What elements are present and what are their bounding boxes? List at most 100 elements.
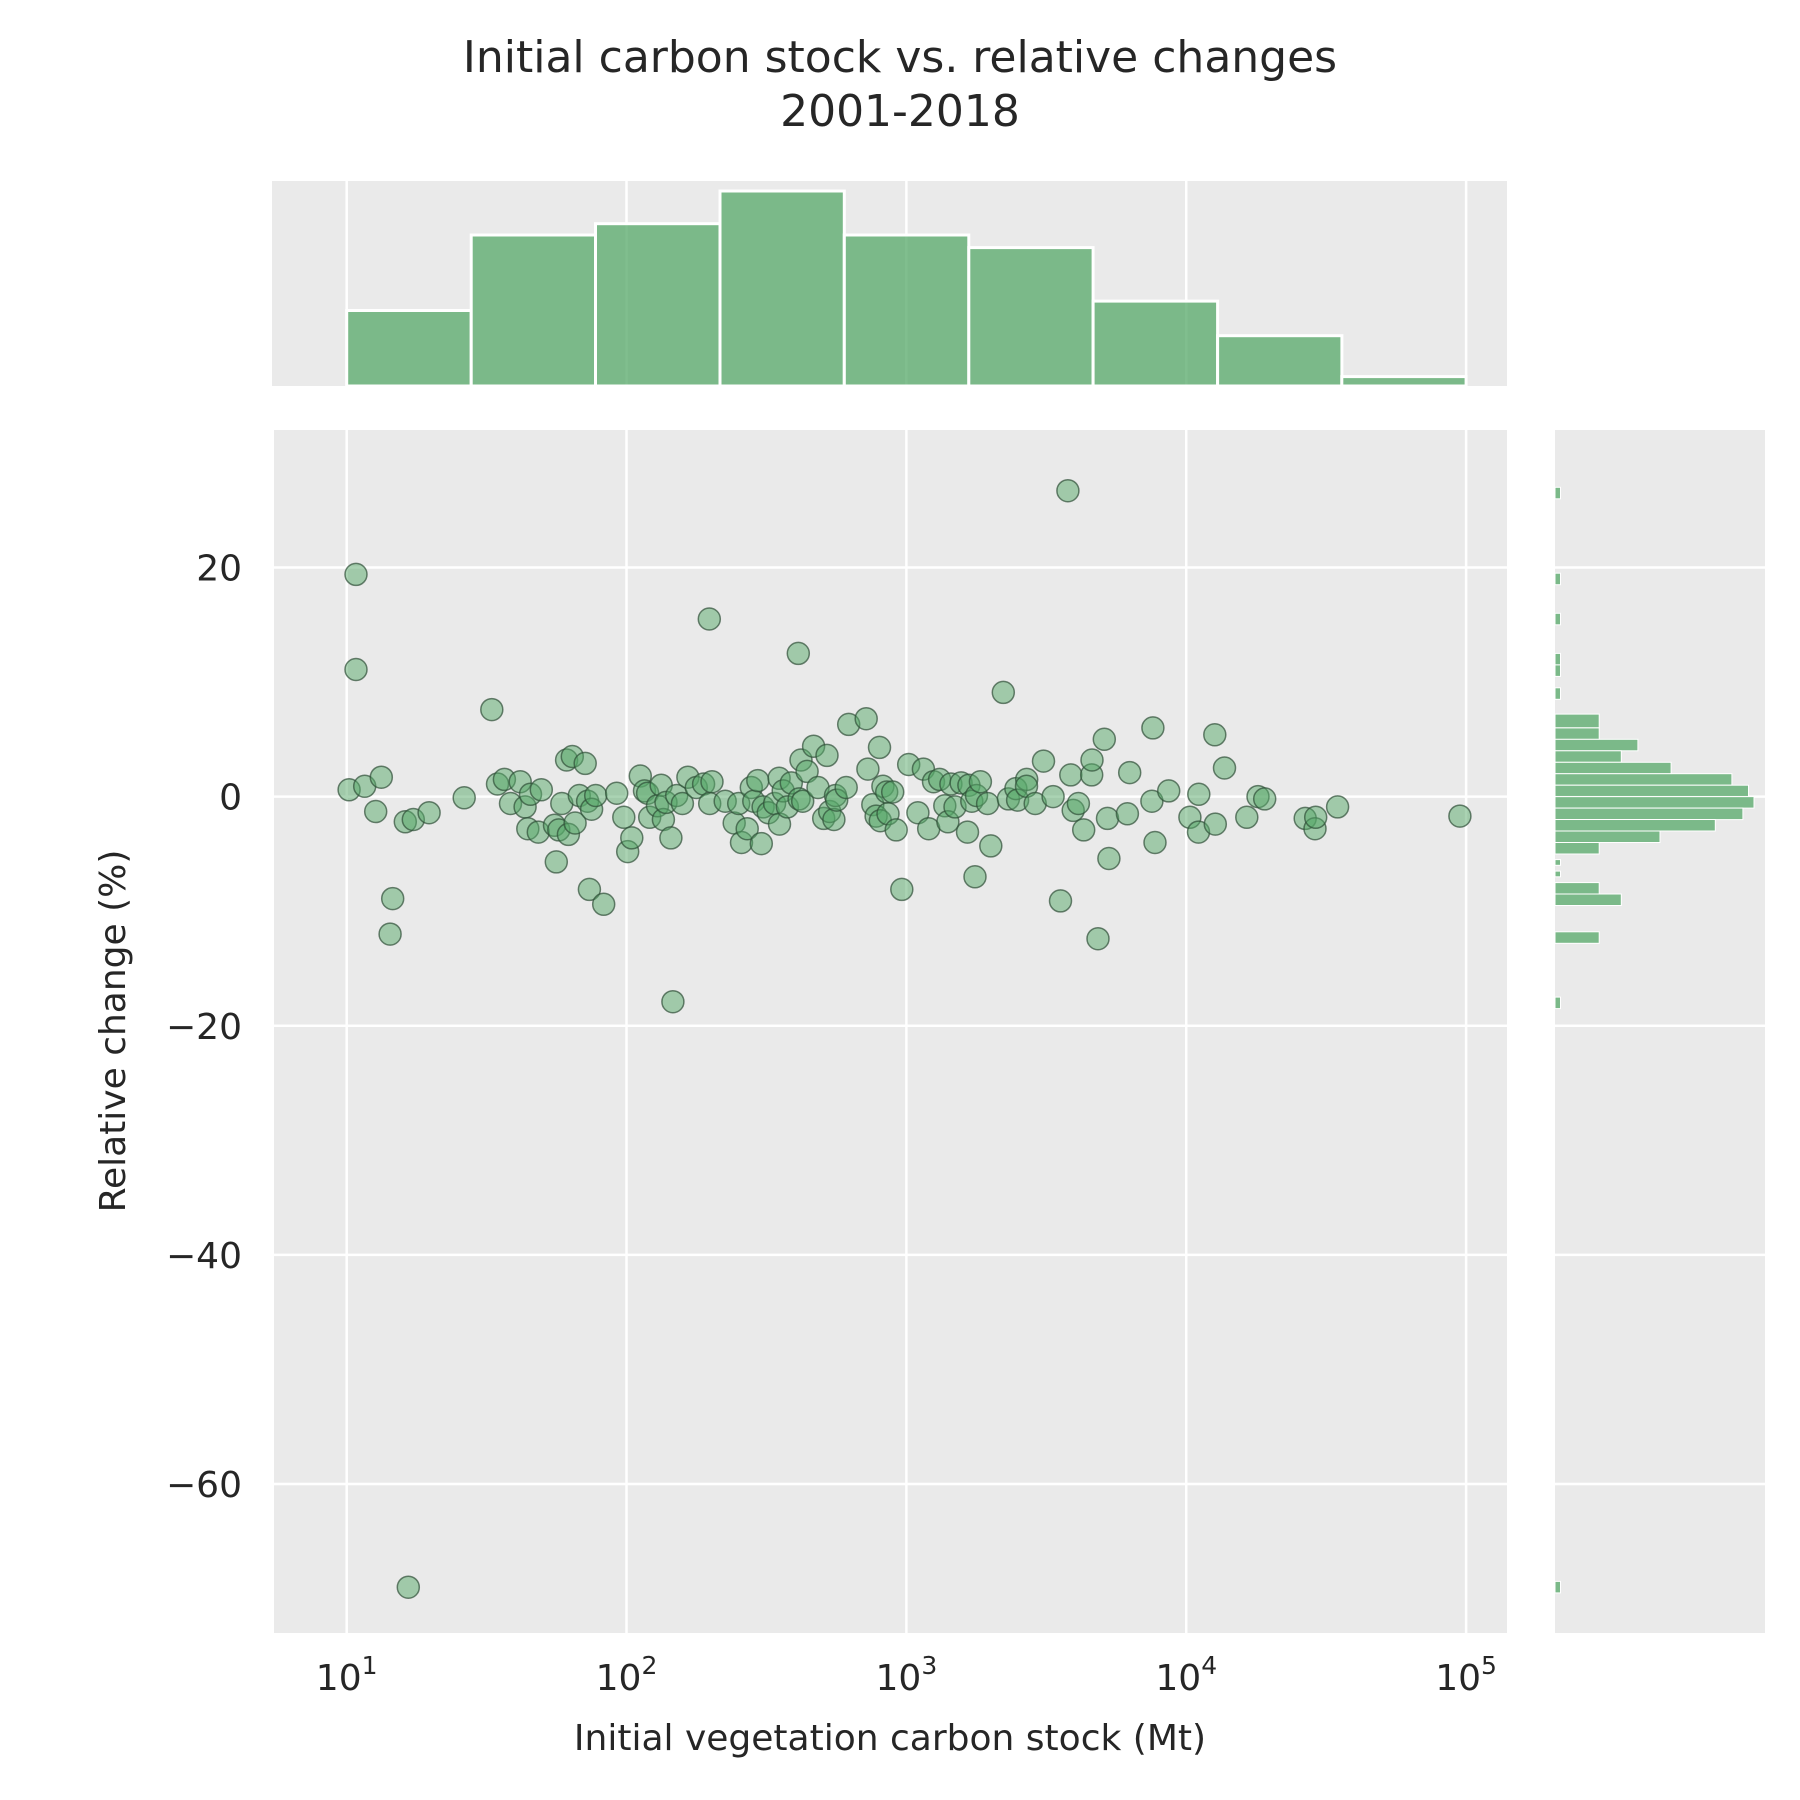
y-histogram-bar xyxy=(1554,931,1600,944)
y-histogram-bar xyxy=(1554,819,1716,832)
x-histogram-bar xyxy=(718,189,846,388)
scatter-point xyxy=(1235,805,1259,830)
scatter-point xyxy=(979,834,1003,858)
scatter-point xyxy=(1095,806,1120,831)
scatter-point xyxy=(1092,727,1117,752)
y-histogram-bar xyxy=(1554,727,1600,740)
scatter-point xyxy=(749,831,774,856)
x-tick-label: 104 xyxy=(1155,1651,1217,1699)
x-histogram-bar xyxy=(469,233,598,388)
scatter-points xyxy=(337,478,1472,1599)
y-tick-label: −60 xyxy=(166,1465,242,1506)
scatter-point xyxy=(344,562,368,587)
scatter-point xyxy=(697,607,722,631)
scatter-point xyxy=(834,775,858,800)
scatter-point xyxy=(735,816,759,841)
scatter-point xyxy=(670,791,695,816)
y-tick-labels: 20 0 −20 −40 −60 xyxy=(166,548,242,1506)
scatter-point xyxy=(1048,889,1073,913)
y-tick-label: 20 xyxy=(196,548,242,589)
scatter-point xyxy=(1041,784,1065,809)
scatter-point xyxy=(591,892,616,917)
scatter-point xyxy=(378,922,402,946)
scatter-point xyxy=(1212,756,1237,780)
x-tick-label: 103 xyxy=(876,1651,938,1699)
scatter-point xyxy=(1056,478,1080,503)
scatter-point xyxy=(452,786,476,810)
y-tick-label: −40 xyxy=(166,1236,242,1277)
scatter-panel xyxy=(274,430,1507,1633)
right-marginal-panel xyxy=(1555,430,1765,1633)
scatter-point xyxy=(890,877,914,902)
scatter-point xyxy=(822,807,846,832)
scatter-point xyxy=(1031,749,1056,773)
scatter-point xyxy=(968,769,993,794)
scatter-point xyxy=(906,800,930,825)
scatter-point xyxy=(955,820,980,844)
scatter-point xyxy=(1059,763,1083,787)
y-histogram-bar xyxy=(1554,612,1561,626)
scatter-point xyxy=(1303,805,1328,830)
scatter-point xyxy=(786,641,811,666)
x-histogram-bar xyxy=(967,246,1095,388)
y-histogram-bar xyxy=(1554,1580,1561,1594)
scatter-point xyxy=(344,657,368,682)
scatter-point xyxy=(1080,748,1104,772)
y-histogram-bar xyxy=(1554,784,1749,798)
scatter-point xyxy=(1187,782,1211,807)
scatter-point xyxy=(1252,787,1277,811)
scatter-point xyxy=(604,781,629,805)
chart-title: Initial carbon stock vs. relative change… xyxy=(463,32,1337,83)
x-axis-label: Initial vegetation carbon stock (Mt) xyxy=(574,1718,1206,1759)
x-histogram-bar xyxy=(1091,299,1220,388)
y-histogram-bar xyxy=(1554,738,1639,752)
scatter-point xyxy=(369,765,394,789)
scatter-point xyxy=(867,735,892,760)
y-histogram-bar xyxy=(1554,761,1672,775)
scatter-point xyxy=(573,751,597,776)
scatter-point xyxy=(884,818,908,842)
scatter-point xyxy=(746,768,770,793)
x-tick-label: 102 xyxy=(596,1651,658,1699)
scatter-point xyxy=(1097,846,1121,871)
y-histogram-bar xyxy=(1554,773,1733,786)
y-histogram-bar xyxy=(1554,713,1600,729)
x-histogram-bar xyxy=(1340,375,1468,388)
scatter-point xyxy=(975,791,1000,816)
scatter-point xyxy=(661,989,685,1014)
x-histogram-bar xyxy=(345,309,473,388)
y-tick-label: 0 xyxy=(219,778,242,819)
y-axis-label: Relative change (%) xyxy=(93,850,134,1213)
scatter-point xyxy=(363,799,388,824)
scatter-point xyxy=(1115,802,1140,826)
y-histogram-bar xyxy=(1554,750,1622,763)
chart-subtitle: 2001-2018 xyxy=(780,86,1020,137)
y-histogram-bar xyxy=(1554,996,1561,1010)
scatter-point xyxy=(1156,779,1181,803)
scatter-point xyxy=(790,789,815,813)
scatter-point xyxy=(380,886,405,911)
scatter-point xyxy=(854,706,878,731)
y-histogram-bar xyxy=(1554,870,1561,878)
scatter-point xyxy=(1117,760,1142,785)
y-histogram xyxy=(1554,486,1755,1594)
y-histogram-bar xyxy=(1554,664,1561,677)
scatter-point xyxy=(480,697,504,722)
scatter-point xyxy=(1141,716,1165,740)
y-histogram-bar xyxy=(1554,796,1755,809)
scatter-point xyxy=(1143,830,1167,855)
scatter-point xyxy=(1086,926,1110,951)
y-histogram-bar xyxy=(1554,652,1561,666)
scatter-point xyxy=(1448,804,1472,828)
x-histogram-bar xyxy=(594,222,722,388)
scatter-point xyxy=(1203,812,1228,836)
scatter-point xyxy=(963,865,987,889)
scatter-point xyxy=(529,778,554,802)
scatter-point xyxy=(417,800,441,825)
y-histogram-bar xyxy=(1554,572,1561,586)
y-histogram-bar xyxy=(1554,687,1561,700)
scatter-point xyxy=(880,780,905,804)
scatter-point xyxy=(544,850,569,874)
y-histogram-bar xyxy=(1554,842,1600,855)
